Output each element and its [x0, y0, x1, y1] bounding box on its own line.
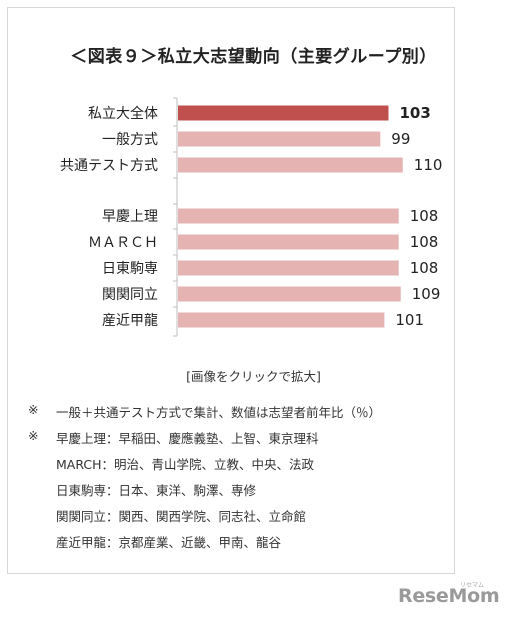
- note-text: 関関同立：関西、関西学院、同志社、立命館: [56, 509, 307, 524]
- note-text: MARCH：明治、青山学院、立教、中央、法政: [56, 457, 315, 472]
- bar: [178, 157, 403, 173]
- note-text: 日東駒専：日本、東洋、駒澤、専修: [56, 483, 257, 498]
- data-label: 109: [412, 285, 441, 303]
- category-label: 関関同立: [102, 287, 158, 303]
- data-label: 103: [399, 104, 430, 122]
- category-label: 産近甲龍: [102, 312, 158, 329]
- bar: [178, 234, 399, 250]
- data-label: 108: [410, 233, 439, 251]
- bar-chart: 私立大全体 103 一般方式 99 共通テスト方式 110 早慶上理 108 ＭＡＲＣＨ 108 日…: [60, 97, 443, 337]
- note-text: 一般＋共通テスト方式で集計、数値は志望者前年比（％）: [56, 405, 382, 420]
- note-text: 早慶上理：早稲田、慶應義塾、上智、東京理科: [56, 431, 319, 446]
- category-label: 早慶上理: [102, 209, 158, 225]
- note-mark: ※: [28, 428, 39, 443]
- data-label: 99: [391, 130, 410, 148]
- bar: [178, 131, 381, 147]
- bar: [178, 312, 385, 328]
- resemom-logo[interactable]: ReseMom: [398, 585, 500, 607]
- data-label: 108: [410, 207, 439, 225]
- resemom-logo-subtext: リセマム: [460, 582, 485, 589]
- category-label: ＭＡＲＣＨ: [88, 235, 158, 251]
- category-label: 共通テスト方式: [60, 158, 158, 174]
- bar: [178, 208, 399, 224]
- bar: [178, 105, 389, 121]
- data-label: 101: [395, 311, 424, 329]
- chart-title: ＜図表９＞私立大志望動向（主要グループ別）: [70, 47, 437, 67]
- note-mark: ※: [28, 402, 39, 417]
- bar: [178, 286, 401, 302]
- category-label: 一般方式: [102, 132, 158, 148]
- enlarge-image-link[interactable]: [画像をクリックで拡大]: [186, 369, 321, 384]
- data-label: 110: [414, 156, 443, 174]
- data-label: 108: [410, 259, 439, 277]
- bar: [178, 260, 399, 276]
- category-label: 私立大全体: [88, 105, 158, 122]
- note-text: 産近甲龍：京都産業、近畿、甲南、龍谷: [56, 535, 282, 550]
- category-label: 日東駒専: [102, 261, 158, 277]
